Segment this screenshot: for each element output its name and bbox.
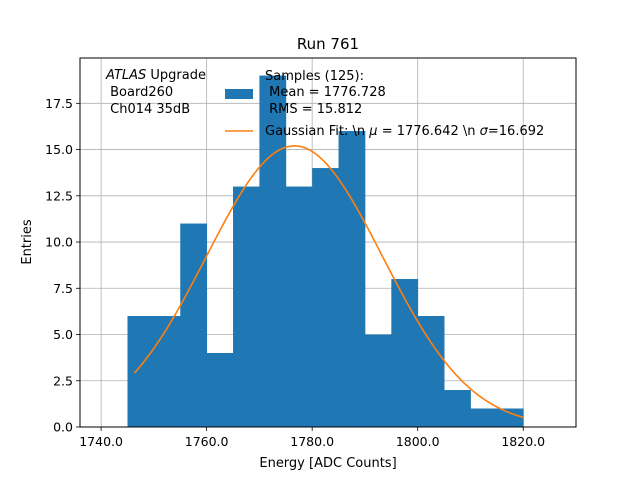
chart-title: Run 761 — [297, 35, 359, 53]
y-tick-label: 10.0 — [45, 235, 73, 250]
histogram-bar — [259, 75, 287, 428]
atlas-label: ATLAS Upgrade — [105, 68, 206, 83]
legend-hist-title: Samples (125): — [265, 69, 364, 84]
atlas-label-italic: ATLAS — [105, 68, 146, 83]
legend: Samples (125): Mean = 1776.728 RMS = 15.… — [225, 69, 544, 139]
histogram-bar — [312, 168, 339, 428]
legend-fit-suffix: =16.692 — [488, 124, 544, 139]
legend-hist-swatch — [225, 89, 253, 99]
board-label: Board260 — [106, 85, 173, 100]
y-tick-label: 5.0 — [53, 327, 73, 342]
channel-label: Ch014 35dB — [106, 102, 190, 117]
legend-fit-prefix: Gaussian Fit: \n — [265, 124, 369, 139]
legend-fit-mid: = 1776.642 \n — [378, 124, 480, 139]
y-tick-label: 2.5 — [53, 373, 73, 388]
histogram-bar — [285, 186, 313, 427]
x-tick-label: 1800.0 — [396, 434, 440, 449]
y-tick-label: 17.5 — [45, 96, 73, 111]
plot-frame — [79, 57, 577, 428]
histogram-bar — [206, 353, 234, 427]
legend-hist-mean: Mean = 1776.728 — [265, 85, 386, 100]
histogram-bar — [127, 316, 155, 427]
histogram-bar — [233, 186, 260, 427]
x-tick-label: 1760.0 — [185, 434, 229, 449]
y-axis-label: Entries — [20, 219, 35, 265]
y-axis-ticks: 0.0 2.5 5.0 7.5 10.0 12.5 15.0 17.5 — [45, 96, 80, 435]
y-tick-label: 0.0 — [53, 420, 73, 435]
histogram-bar — [153, 316, 181, 427]
y-tick-label: 15.0 — [45, 142, 73, 157]
gaussian-fit — [133, 145, 524, 419]
gaussian-fit-line — [133, 145, 524, 419]
info-annotation: ATLAS Upgrade Board260 Ch014 35dB — [105, 68, 206, 117]
histogram-bar — [496, 408, 524, 427]
histogram-bar — [444, 390, 471, 427]
histogram-bar — [391, 279, 419, 427]
histogram-bars — [127, 75, 524, 428]
histogram-bar — [470, 408, 498, 427]
histogram-bar — [417, 316, 445, 427]
y-tick-label: 7.5 — [53, 281, 73, 296]
x-axis-ticks: 1740.0 1760.0 1780.0 1800.0 1820.0 — [79, 427, 545, 449]
x-tick-label: 1820.0 — [501, 434, 545, 449]
x-tick-label: 1780.0 — [290, 434, 334, 449]
histogram-bar — [338, 131, 366, 427]
legend-fit-mu: μ — [368, 124, 377, 139]
x-axis-label: Energy [ADC Counts] — [259, 456, 396, 471]
histogram-bar — [180, 223, 208, 427]
legend-fit-label: Gaussian Fit: \n μ = 1776.642 \n σ=16.69… — [265, 124, 544, 139]
x-tick-label: 1740.0 — [79, 434, 123, 449]
legend-fit-sigma: σ — [480, 124, 489, 139]
histogram-bar — [364, 334, 392, 427]
legend-hist-rms: RMS = 15.812 — [265, 102, 362, 117]
atlas-label-upgrade: Upgrade — [146, 68, 206, 83]
y-tick-label: 12.5 — [45, 188, 73, 203]
